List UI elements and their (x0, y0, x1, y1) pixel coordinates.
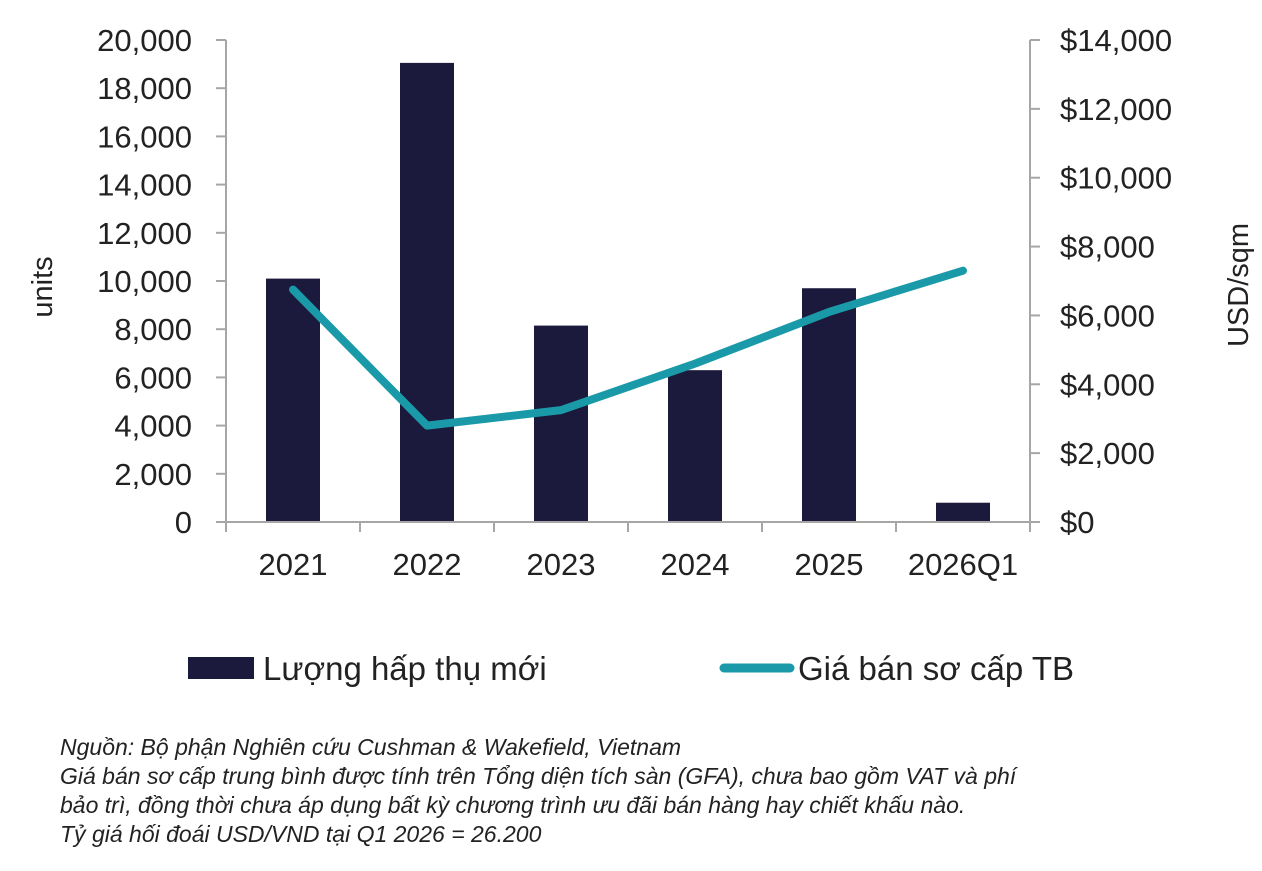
right-tick-labels: $0 $2,000 $4,000 $6,000 $8,000 $10,000 $12,000… (1060, 23, 1172, 540)
y-tick-label-left: 20,000 (97, 23, 192, 58)
y-tick-label-right: $0 (1060, 505, 1094, 540)
y-tick-label-left: 8,000 (114, 312, 192, 347)
bar-2024 (668, 370, 722, 522)
y-tick-label-left: 10,000 (97, 264, 192, 299)
x-tick-label: 2025 (795, 547, 864, 582)
left-tick-labels: 0 2,000 4,000 6,000 8,000 10,000 12,000 14,000 1… (97, 23, 192, 540)
line-group (289, 266, 967, 430)
y-tick-label-left: 4,000 (114, 409, 192, 444)
y-tick-label-left: 14,000 (97, 168, 192, 203)
legend: Lượng hấp thụ mới Giá bán sơ cấp TB (188, 650, 1074, 687)
y-tick-label-right: $10,000 (1060, 161, 1172, 196)
y-tick-label-left: 16,000 (97, 119, 192, 154)
y-tick-label-right: $12,000 (1060, 92, 1172, 127)
x-tick-label: 2023 (527, 547, 596, 582)
bar-2021 (266, 278, 320, 522)
bar-2023 (534, 325, 588, 522)
y-tick-label-left: 0 (175, 505, 192, 540)
x-tick-label: 2026Q1 (908, 547, 1018, 582)
y-tick-label-right: $2,000 (1060, 436, 1155, 471)
y-tick-label-left: 6,000 (114, 360, 192, 395)
y-tick-label-right: $8,000 (1060, 230, 1155, 265)
y-tick-label-left: 12,000 (97, 216, 192, 251)
legend-swatch-bar (188, 657, 254, 679)
x-tick-labels: 2021 2022 2023 2024 2025 2026Q1 (259, 547, 1019, 582)
legend-label-bar: Lượng hấp thụ mới (263, 650, 547, 687)
y-tick-label-right: $14,000 (1060, 23, 1172, 58)
y-tick-label-right: $4,000 (1060, 367, 1155, 402)
note-exchange-rate: Tỷ giá hối đoái USD/VND tại Q1 2026 = 26… (60, 821, 542, 847)
legend-label-line: Giá bán sơ cấp TB (798, 650, 1074, 687)
note-price-basis: Giá bán sơ cấp trung bình được tính trên… (60, 763, 1017, 789)
x-tick-label: 2021 (259, 547, 328, 582)
y-tick-label-right: $6,000 (1060, 298, 1155, 333)
bars-group (266, 62, 990, 523)
chart: 0 2,000 4,000 6,000 8,000 10,000 12,000 14,000 1… (27, 23, 1255, 687)
price-line (289, 266, 967, 430)
x-tick-label: 2022 (393, 547, 462, 582)
bar-2022 (400, 62, 454, 523)
y-tick-label-left: 2,000 (114, 457, 192, 492)
bar-2025 (802, 288, 856, 522)
note-source: Nguồn: Bộ phận Nghiên cứu Cushman & Wake… (60, 734, 682, 760)
note-price-basis-continued: bảo trì, đồng thời chưa áp dụng bất kỳ c… (60, 792, 966, 818)
chart-notes: Nguồn: Bộ phận Nghiên cứu Cushman & Wake… (60, 733, 1250, 849)
y-axis-title-right: USD/sqm (1223, 223, 1255, 347)
y-tick-label-left: 18,000 (97, 71, 192, 106)
bar-2026Q1 (936, 502, 990, 522)
axes-group (216, 39, 1040, 532)
y-axis-title-left: units (27, 256, 59, 317)
x-tick-label: 2024 (661, 547, 730, 582)
